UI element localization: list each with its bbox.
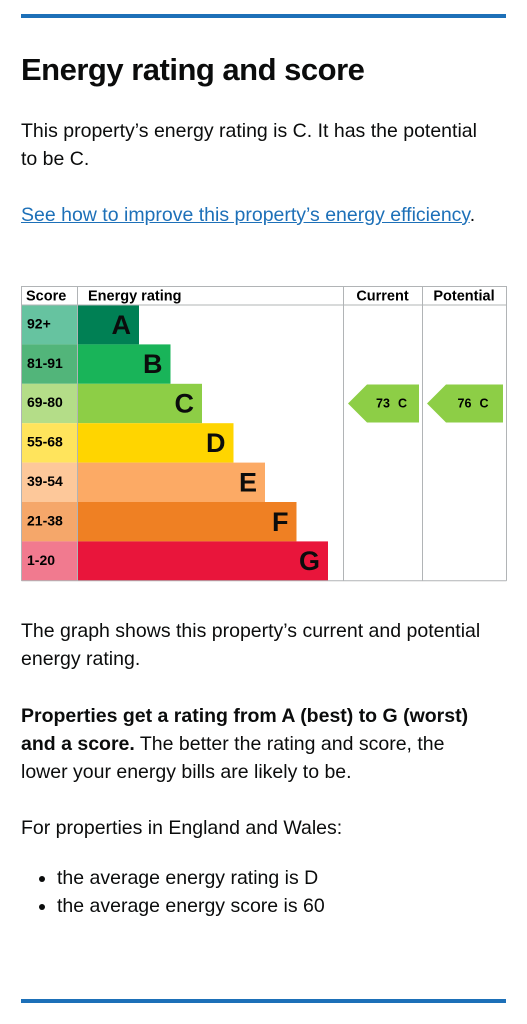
improve-link[interactable]: See how to improve this property’s energ…: [21, 204, 470, 226]
region: For properties in England and Wales:: [21, 817, 343, 839]
score-range: 1-20: [27, 552, 55, 568]
rating-chart: Score Energy rating Current Potential 92+ A 81…: [21, 286, 507, 582]
score-range: 92+: [27, 315, 51, 331]
score-range: 39-54: [27, 473, 63, 489]
potential-arrow: [427, 384, 503, 423]
rating-bar: [77, 383, 202, 424]
potential-rating: C: [479, 397, 488, 411]
score-cell: [21, 541, 77, 581]
column-header: Current: [356, 288, 409, 304]
score-range: 81-91: [27, 355, 63, 371]
top-rule: [21, 14, 506, 18]
rating-bar: [77, 462, 265, 502]
current-label: 73 C: [376, 397, 407, 411]
rating-bar: [77, 502, 297, 542]
bullet: the average energy score is 60: [57, 892, 325, 920]
explain-rest: The better the rating and score, the low…: [21, 733, 445, 783]
bottom-rule: [21, 999, 506, 1003]
current-rating: C: [398, 397, 407, 411]
explain-bold: Properties get a rating from A (best) to…: [21, 705, 469, 755]
score-range: 69-80: [27, 394, 63, 410]
column-header: Score: [26, 288, 66, 304]
potential-score: 76: [458, 397, 472, 411]
rating-letter: A: [112, 310, 132, 340]
score-cell: [21, 305, 77, 345]
column-header: Potential: [433, 288, 494, 304]
bullet-list: the average energy rating is Dthe averag…: [21, 864, 325, 920]
score-cell: [21, 423, 77, 463]
graph-note: The graph shows this property’s current …: [21, 620, 481, 670]
rating-bar: [77, 541, 328, 581]
score-cell: [21, 462, 77, 502]
rating-letter: B: [143, 349, 163, 379]
heading: Energy rating and score: [21, 52, 365, 87]
rating-letter: E: [239, 467, 257, 497]
rating-letter: C: [175, 389, 195, 419]
potential-label: 76 C: [458, 397, 489, 411]
rating-letter: D: [206, 428, 226, 458]
rating-letter: G: [299, 546, 320, 576]
score-cell: [21, 502, 77, 542]
current-score: 73: [376, 397, 390, 411]
bullet: the average energy rating is D: [57, 864, 325, 892]
link-suffix: .: [469, 204, 476, 226]
link-paragraph: See how to improve this property’s energ…: [21, 201, 491, 229]
explain: Properties get a rating from A (best) to…: [21, 702, 491, 786]
score-cell: [21, 344, 77, 384]
score-range: 55-68: [27, 434, 63, 450]
intro: This property’s energy rating is C. It h…: [21, 120, 477, 170]
current-arrow: [348, 384, 419, 423]
rating-bar: [77, 423, 234, 463]
column-header: Energy rating: [88, 288, 181, 304]
score-range: 21-38: [27, 512, 63, 528]
rating-letter: F: [272, 507, 289, 537]
rating-bar: [77, 344, 171, 384]
score-cell: [21, 383, 77, 424]
rating-bar: [77, 305, 139, 345]
